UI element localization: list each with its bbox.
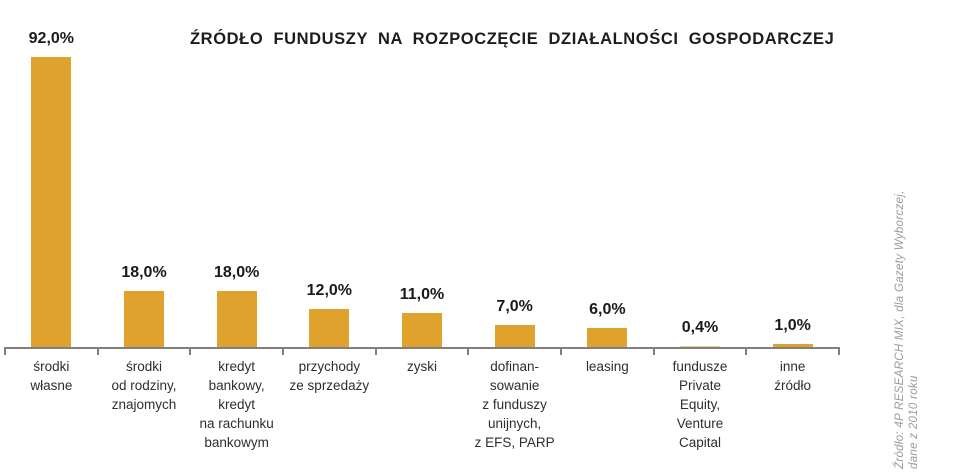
- bar: [494, 325, 535, 347]
- category-label: kredyt bankowy, kredyt na rachunku banko…: [199, 359, 274, 450]
- category-label: fundusze Private Equity, Venture Capital: [672, 359, 728, 450]
- axis-tick: [189, 349, 192, 355]
- axis-tick: [652, 349, 655, 355]
- x-axis-line: [4, 347, 840, 349]
- bar-value-label: 6,0%: [589, 301, 626, 318]
- bar-value-label: 1,0%: [774, 317, 811, 334]
- bar: [772, 344, 813, 347]
- bar-value-label: 11,0%: [399, 285, 445, 303]
- source-note: Źródło: 4P RESEARCH MIX, dla Gazety Wybo…: [893, 190, 921, 469]
- bar-value-label: 12,0%: [306, 282, 353, 299]
- bar-value-label: 92,0%: [28, 30, 75, 47]
- bar-value-label: 0,4%: [681, 318, 719, 336]
- bar: [587, 328, 628, 347]
- category-label: zyski: [407, 359, 437, 374]
- category-label: przychody ze sprzedaży: [289, 359, 370, 393]
- bar: [309, 309, 350, 347]
- axis-tick: [4, 349, 6, 355]
- category-label: dofinan- sowanie z funduszy unijnych, z …: [474, 359, 555, 450]
- category-label: leasing: [585, 359, 629, 374]
- axis-tick: [96, 349, 99, 355]
- category-label: inne źródło: [774, 359, 812, 393]
- axis-tick: [467, 349, 470, 355]
- bar: [124, 290, 164, 347]
- bar: [31, 57, 72, 347]
- axis-tick: [745, 349, 748, 355]
- bar: [216, 290, 257, 347]
- bar-value-label: 18,0%: [213, 263, 260, 281]
- axis-tick: [374, 349, 377, 355]
- category-label: środki od rodziny, znajomych: [111, 359, 177, 412]
- chart-title: ŹRÓDŁO FUNDUSZY NA ROZPOCZĘCIE DZIAŁALNO…: [190, 30, 835, 48]
- bar-value-label: 18,0%: [121, 263, 167, 281]
- axis-tick: [560, 349, 562, 355]
- category-label: środki własne: [30, 359, 73, 393]
- source-note-line: Źródło: 4P RESEARCH MIX, dla Gazety Wybo…: [894, 190, 906, 469]
- bar: [402, 312, 442, 347]
- bar: [680, 345, 720, 347]
- axis-tick: [838, 349, 840, 355]
- source-note-line: dane z 2010 roku: [908, 375, 920, 469]
- axis-tick: [282, 349, 284, 355]
- bar-value-label: 7,0%: [496, 298, 533, 315]
